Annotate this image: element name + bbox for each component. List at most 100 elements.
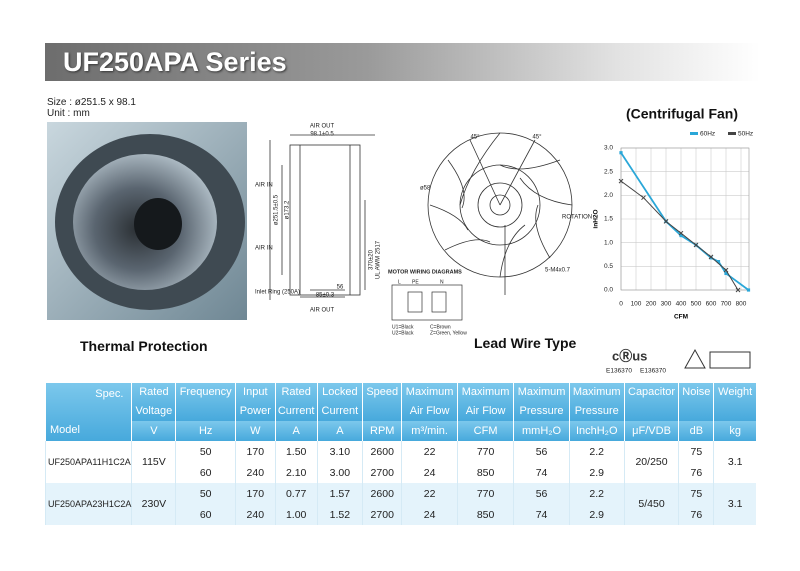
y-tick-label: 1.5 xyxy=(604,216,613,223)
column-header: Maximum Air Flow xyxy=(456,383,514,421)
column-header: Maximum Pressure xyxy=(568,383,625,421)
legend-label: 60Hz xyxy=(700,131,715,138)
wiring-label: U2=Black xyxy=(392,330,414,336)
size: Size : ø251.5 x 98.1 xyxy=(47,97,136,108)
header-row: Spec. Model Rated Voltage Frequency Input Po… xyxy=(44,383,756,441)
title: UF250APA Series xyxy=(63,47,287,77)
drawing-label: ø173.2 xyxy=(285,200,291,219)
cell: 170 xyxy=(234,483,276,504)
drawing-label: ø58 xyxy=(420,186,431,192)
column-unit: dB xyxy=(678,421,714,441)
cell: 74 xyxy=(513,504,570,525)
cert-number: E136370 xyxy=(640,368,666,375)
cell: 50 xyxy=(175,441,236,462)
x-tick-label: 100 xyxy=(631,301,642,308)
point xyxy=(618,178,624,184)
y-axis-label: inH2O xyxy=(593,209,600,228)
cell: 170 xyxy=(234,441,276,462)
legend-swatch xyxy=(728,132,736,135)
drawing-label: AIR OUT xyxy=(310,124,335,130)
point xyxy=(708,254,714,260)
column-unit: InchH₂O xyxy=(568,421,625,441)
cell: 2700 xyxy=(362,462,402,483)
column-unit: μF/VDB xyxy=(623,421,679,441)
drawing-label: 56 xyxy=(337,285,344,291)
data-row: UF250APA23H1C2A 230V 50 170 0.77 1.57 2600 22 77… xyxy=(44,483,756,525)
cell: 770 xyxy=(456,441,514,462)
tuv-logo xyxy=(684,348,706,369)
photo-caption: Thermal Protection xyxy=(80,338,208,354)
y-tick-label: 2.5 xyxy=(604,168,613,175)
point xyxy=(716,260,721,264)
cell: 770 xyxy=(456,483,514,504)
certifications: cⓇus E136370 E136370 xyxy=(606,348,751,375)
cell: 76 xyxy=(678,462,714,483)
cell: 76 xyxy=(678,504,714,525)
wiring-label: U1=Black xyxy=(392,324,414,330)
x-tick-label: 500 xyxy=(691,301,702,308)
cell: 2.2 xyxy=(568,441,625,462)
drawings: AIR OUT 98.1±0.5 AIR IN AIR IN ø251.5±0.… xyxy=(47,106,753,375)
cell: 240 xyxy=(234,504,276,525)
cell: 1.50 xyxy=(274,441,318,462)
data-row: 60 240 1.00 1.52 2700 24 850 74 2.9 76 xyxy=(46,504,757,525)
plot-frame xyxy=(620,147,750,291)
cell: 1.57 xyxy=(316,483,363,504)
corner: Spec. Model xyxy=(44,383,132,441)
fan-hub xyxy=(134,198,182,250)
series-line xyxy=(620,180,739,291)
legend-swatch xyxy=(690,132,698,135)
cell: 0.77 xyxy=(274,483,318,504)
cell: 240 xyxy=(234,462,276,483)
x-tick-label: 400 xyxy=(676,301,687,308)
cell: 850 xyxy=(456,504,514,525)
front-view xyxy=(427,132,573,295)
drawing-label: 85±0.3 xyxy=(316,293,335,299)
y-tick-label: 0.0 xyxy=(604,287,613,294)
point xyxy=(724,271,728,276)
side-view xyxy=(269,134,375,300)
drawing-label: ROTATION xyxy=(562,215,592,221)
wiring-diagram xyxy=(391,284,463,321)
drawing-label: AIR IN xyxy=(255,183,273,189)
x-tick-label: 800 xyxy=(736,301,747,308)
model: UF250APA23H1C2A xyxy=(44,483,132,525)
column-header: Speed xyxy=(362,383,402,421)
weight: 3.1 xyxy=(713,441,756,483)
voltage: 230V xyxy=(131,483,176,525)
cert-number: E136370 xyxy=(606,368,632,375)
column-header: Input Power xyxy=(234,383,276,421)
cell: 2.10 xyxy=(274,462,318,483)
y-tick-label: 0.5 xyxy=(604,263,613,270)
weight: 3.1 xyxy=(713,483,756,525)
cell: 24 xyxy=(401,504,458,525)
lead-caption: Lead Wire Type xyxy=(474,335,577,351)
cell: 2600 xyxy=(362,483,402,504)
cell: 2.9 xyxy=(568,462,625,483)
cell: 24 xyxy=(401,462,458,483)
column-unit: V xyxy=(131,421,176,441)
cell: 3.00 xyxy=(316,462,363,483)
column-header: Frequency xyxy=(175,383,236,421)
series-line xyxy=(620,152,750,291)
y-tick-label: 3.0 xyxy=(604,145,613,152)
drawing-label: 370±20 xyxy=(369,249,375,270)
wiring-label: N xyxy=(440,279,444,285)
capacitor: 5/450 xyxy=(623,483,679,525)
fan-curve-chart: (Centrifugal Fan) 0.0 0.5 1.0 1.5 2.0 2.5 3.0 0 1… xyxy=(593,106,753,321)
column-header: Rated Voltage xyxy=(131,383,176,421)
point xyxy=(619,151,623,155)
cell: 1.00 xyxy=(274,504,318,525)
model: UF250APA11H1C2A xyxy=(44,441,132,483)
drawing-label: AIR IN xyxy=(255,246,273,252)
drawing-label: UL AWM 2517 xyxy=(376,240,382,279)
column-unit: mmH₂O xyxy=(513,421,570,441)
cell: 56 xyxy=(513,483,570,504)
corner-bottom: Model xyxy=(50,424,80,436)
wiring-title: MOTOR WIRING DIAGRAMS xyxy=(388,269,462,275)
column-header: Capacitor xyxy=(623,383,679,421)
unit: Unit : mm xyxy=(47,108,90,119)
spec-table: Spec. Model Rated Voltage Frequency Input Po… xyxy=(44,383,757,525)
wiring-label: Z=Green, Yellow xyxy=(430,330,467,336)
